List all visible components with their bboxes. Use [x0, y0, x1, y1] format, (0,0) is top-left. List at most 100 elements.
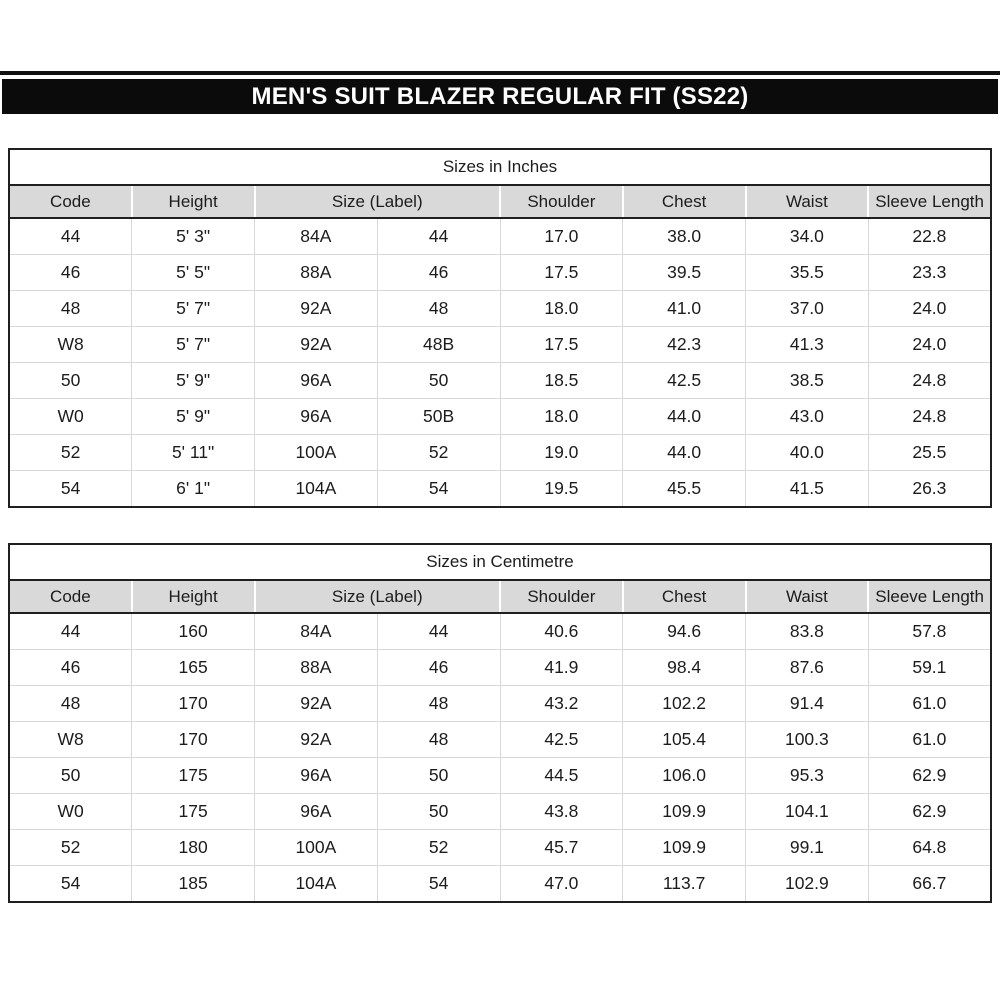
table-cell: 24.8: [867, 362, 992, 399]
table-cell: 96A: [254, 398, 378, 435]
table-row: W8 5' 7" 92A 48B 17.5 42.3 41.3 24.0: [8, 326, 992, 363]
table-cell: 54: [376, 470, 501, 508]
table-cell: 48: [8, 290, 133, 327]
table-cell: 61.0: [867, 685, 992, 722]
table-cell: 104.1: [745, 793, 869, 830]
table-cell: 48: [376, 685, 501, 722]
column-header-shoulder: Shoulder: [499, 185, 623, 219]
table-cell: 88A: [254, 649, 378, 686]
table-cell: 40.0: [745, 434, 869, 471]
table-cell: 95.3: [745, 757, 869, 794]
table-cell: 52: [376, 829, 501, 866]
table-row: 50 5' 9" 96A 50 18.5 42.5 38.5 24.8: [8, 362, 992, 399]
column-header-chest: Chest: [621, 185, 746, 219]
table-caption: Sizes in Inches: [9, 149, 991, 186]
table-cell: W8: [8, 721, 133, 758]
table-cell: 175: [131, 793, 255, 830]
table-cell: 109.9: [622, 829, 746, 866]
header-row: Code Height Size (Label) Shoulder Chest …: [9, 580, 991, 614]
table-cell: 64.8: [867, 829, 992, 866]
table-cell: 52: [376, 434, 501, 471]
table-cell: 106.0: [622, 757, 746, 794]
page-title: MEN'S SUIT BLAZER REGULAR FIT (SS22): [2, 79, 998, 114]
centimetre-table-body: 44 160 84A 44 40.6 94.6 83.8 57.8 46 165 88A 46 41.9…: [8, 612, 992, 903]
table-cell: 105.4: [622, 721, 746, 758]
table-cell: 19.5: [499, 470, 624, 508]
table-cell: 43.0: [745, 398, 869, 435]
table-cell: 48: [376, 721, 501, 758]
table-cell: 5' 3": [131, 217, 255, 255]
table-cell: 92A: [254, 721, 378, 758]
table-row: 54 185 104A 54 47.0 113.7 102.9 66.7: [8, 865, 992, 903]
table-row: 52 5' 11" 100A 52 19.0 44.0 40.0 25.5: [8, 434, 992, 471]
table-cell: 50: [376, 757, 501, 794]
table-cell: 41.9: [499, 649, 624, 686]
table-row: 46 165 88A 46 41.9 98.4 87.6 59.1: [8, 649, 992, 686]
table-cell: 19.0: [499, 434, 624, 471]
table-cell: 57.8: [867, 612, 992, 650]
table-cell: 42.3: [622, 326, 746, 363]
table-cell: 45.5: [622, 470, 746, 508]
table-cell: 91.4: [745, 685, 869, 722]
table-cell: 5' 7": [131, 290, 255, 327]
table-cell: 104A: [254, 865, 378, 903]
table-row: 52 180 100A 52 45.7 109.9 99.1 64.8: [8, 829, 992, 866]
sizes-in-centimetre-section: Sizes in Centimetre Code Height Size (La…: [8, 543, 992, 903]
table-cell: 38.5: [745, 362, 869, 399]
table-cell: 109.9: [622, 793, 746, 830]
column-header-size-label: Size (Label): [253, 185, 500, 219]
caption-row: Sizes in Centimetre: [9, 544, 991, 581]
table-cell: 17.5: [499, 254, 624, 291]
table-cell: 92A: [254, 290, 378, 327]
table-row: 44 160 84A 44 40.6 94.6 83.8 57.8: [8, 612, 992, 650]
column-header-height: Height: [130, 580, 255, 614]
table-cell: 37.0: [745, 290, 869, 327]
table-cell: 170: [131, 685, 255, 722]
table-cell: 44.5: [499, 757, 624, 794]
table-cell: 50: [8, 757, 133, 794]
table-cell: 50: [8, 362, 133, 399]
table-cell: 46: [8, 649, 133, 686]
title-top-rule: [0, 71, 1000, 75]
table-cell: 87.6: [745, 649, 869, 686]
table-cell: 62.9: [867, 757, 992, 794]
table-cell: 47.0: [499, 865, 624, 903]
table-cell: 6' 1": [131, 470, 255, 508]
table-cell: 5' 9": [131, 362, 255, 399]
table-cell: 41.3: [745, 326, 869, 363]
column-header-height: Height: [130, 185, 255, 219]
table-cell: 44: [8, 217, 133, 255]
table-cell: 170: [131, 721, 255, 758]
table-cell: 18.0: [499, 290, 624, 327]
table-cell: 44.0: [622, 398, 746, 435]
table-cell: 40.6: [499, 612, 624, 650]
table-cell: 48: [8, 685, 133, 722]
caption-row: Sizes in Inches: [9, 149, 991, 186]
table-cell: 48B: [376, 326, 501, 363]
table-row: 54 6' 1" 104A 54 19.5 45.5 41.5 26.3: [8, 470, 992, 508]
table-cell: 24.0: [867, 290, 992, 327]
table-cell: 42.5: [499, 721, 624, 758]
table-cell: 185: [131, 865, 255, 903]
table-cell: 84A: [254, 217, 378, 255]
table-cell: 96A: [254, 362, 378, 399]
table-cell: 160: [131, 612, 255, 650]
table-cell: 22.8: [867, 217, 992, 255]
table-cell: 62.9: [867, 793, 992, 830]
table-cell: 39.5: [622, 254, 746, 291]
table-cell: 100.3: [745, 721, 869, 758]
table-cell: 23.3: [867, 254, 992, 291]
table-cell: 5' 11": [131, 434, 255, 471]
table-cell: 175: [131, 757, 255, 794]
table-cell: 48: [376, 290, 501, 327]
sizes-in-inches-section: Sizes in Inches Code Height Size (Label)…: [8, 148, 992, 508]
column-header-waist: Waist: [744, 580, 869, 614]
table-cell: 52: [8, 829, 133, 866]
column-header-size-label: Size (Label): [253, 580, 500, 614]
table-cell: 92A: [254, 685, 378, 722]
table-cell: W0: [8, 793, 133, 830]
table-cell: 44: [376, 612, 501, 650]
table-cell: 92A: [254, 326, 378, 363]
table-row: W0 5' 9" 96A 50B 18.0 44.0 43.0 24.8: [8, 398, 992, 435]
table-cell: 59.1: [867, 649, 992, 686]
